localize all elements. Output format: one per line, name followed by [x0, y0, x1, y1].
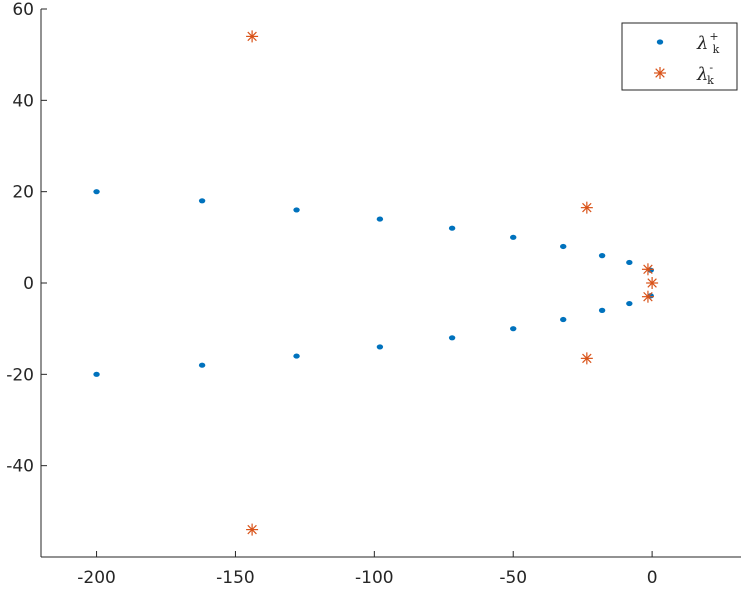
- data-point-dot: [626, 300, 633, 307]
- data-point-dot: [510, 234, 517, 240]
- data-point-dot: [510, 326, 517, 332]
- y-tick-label: -20: [6, 365, 34, 385]
- legend-item: λ-k: [654, 61, 714, 87]
- x-tick-label: 0: [647, 568, 658, 588]
- data-point-dot: [560, 316, 567, 323]
- plot-area: [41, 9, 741, 557]
- data-point-dot: [198, 362, 206, 368]
- data-point-dot: [598, 253, 606, 259]
- data-point-asterisk: [580, 201, 593, 214]
- y-tick-label: 20: [12, 183, 34, 203]
- legend-label: λ+ k: [696, 30, 720, 56]
- data-point-asterisk: [646, 277, 659, 289]
- data-point-dot: [198, 198, 206, 204]
- data-point-dot: [598, 307, 606, 313]
- legend-asterisk-marker: [654, 67, 666, 79]
- legend-item: λ+ k: [656, 30, 720, 56]
- series-minus: [246, 30, 659, 536]
- x-tick-label: -50: [499, 568, 527, 588]
- y-tick-label: 40: [12, 91, 34, 111]
- data-point-asterisk: [580, 352, 593, 365]
- legend: λ+ k λ-k: [621, 22, 738, 91]
- data-point-asterisk: [641, 263, 654, 276]
- data-point-dot: [626, 259, 633, 266]
- data-point-dot: [376, 216, 384, 222]
- data-point-dot: [560, 243, 567, 250]
- y-tick-label: 60: [12, 0, 34, 20]
- axes-frame: [40, 9, 741, 558]
- data-point-asterisk: [641, 290, 654, 303]
- data-point-asterisk: [246, 30, 259, 43]
- data-point-dot: [376, 344, 384, 350]
- series-plus: [93, 189, 654, 377]
- legend-dot-marker: [656, 39, 664, 45]
- data-point-dot: [93, 189, 100, 195]
- y-tick-label: -40: [6, 457, 34, 477]
- plot-marks: [93, 30, 659, 536]
- data-point-dot: [93, 371, 100, 377]
- data-point-dot: [293, 353, 300, 359]
- x-tick-label: -100: [355, 568, 394, 588]
- x-axis: -200 -150 -100 -50 0: [77, 551, 658, 588]
- legend-box: [621, 22, 738, 91]
- y-tick-label: 0: [23, 274, 34, 294]
- data-point-asterisk: [246, 523, 259, 536]
- data-point-dot: [448, 225, 456, 231]
- data-point-dot: [448, 335, 456, 341]
- legend-label: λ-k: [696, 61, 714, 87]
- y-axis: -40 -20 0 20 40 60: [6, 0, 47, 477]
- data-point-dot: [293, 207, 300, 213]
- x-tick-label: -150: [216, 568, 255, 588]
- x-tick-label: -200: [77, 568, 116, 588]
